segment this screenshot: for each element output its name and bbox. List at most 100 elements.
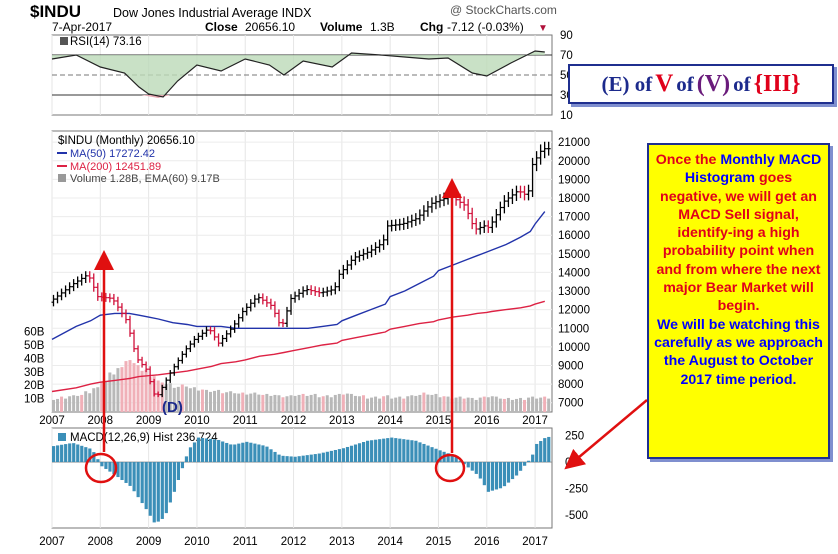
volume-tick-label: 60B bbox=[24, 327, 45, 339]
macd-hist-bar bbox=[361, 442, 366, 463]
x-tick-label-bottom: 2007 bbox=[39, 536, 65, 548]
price-series bbox=[51, 141, 551, 398]
macd-hist-bar bbox=[229, 444, 233, 463]
x-tick-label-bottom: 2011 bbox=[233, 536, 258, 548]
price-tick-label: 10000 bbox=[558, 342, 590, 354]
volume-bar bbox=[535, 398, 539, 412]
volume-bar bbox=[329, 397, 333, 412]
arrow-to-latest-macd bbox=[564, 399, 648, 470]
volume-bar bbox=[490, 396, 494, 412]
volume-bar bbox=[116, 368, 120, 412]
x-tick-label-bottom: 2015 bbox=[426, 536, 452, 548]
volume-bar bbox=[52, 399, 55, 412]
volume-bar bbox=[225, 392, 229, 412]
volume-tick-label: 30B bbox=[24, 367, 45, 379]
macd-hist-bar bbox=[68, 443, 72, 463]
price-axis: 21000 20000 19000 18000 17000 16000 15000 14000… bbox=[558, 137, 590, 410]
rsi-tick-label: 90 bbox=[560, 30, 573, 42]
macd-hist-bar bbox=[370, 440, 374, 463]
macd-hist-bar bbox=[486, 462, 490, 492]
macd-hist-bar bbox=[378, 439, 382, 463]
volume-bar bbox=[539, 397, 543, 412]
macd-hist-bar bbox=[144, 462, 148, 510]
volume-bar bbox=[104, 381, 108, 412]
volume-bar bbox=[309, 394, 313, 412]
volume-bar bbox=[422, 392, 426, 412]
macd-hist-bar bbox=[200, 438, 205, 463]
macd-hist-bar bbox=[176, 462, 180, 481]
volume-bar bbox=[402, 398, 406, 412]
volume-bar bbox=[96, 387, 100, 412]
price-tick-label: 7000 bbox=[558, 398, 584, 410]
volume-bar bbox=[498, 398, 502, 412]
x-tick-label-middle: 2011 bbox=[233, 415, 258, 427]
macd-hist-bar bbox=[204, 438, 209, 463]
close-value: 20656.10 bbox=[245, 20, 295, 34]
macd-hist-bar bbox=[474, 462, 478, 474]
macd-hist-bar bbox=[76, 444, 80, 463]
macd-hist-bar bbox=[80, 445, 84, 463]
volume-legend: Volume 1.28B, EMA(60) 9.17B bbox=[70, 173, 220, 185]
x-tick-label-middle: 2010 bbox=[184, 415, 210, 427]
macd-label: MACD(12,26,9) Hist 236.724 bbox=[70, 432, 218, 444]
volume-bar bbox=[253, 392, 257, 412]
macd-hist-bar bbox=[374, 439, 378, 463]
volume-bar bbox=[269, 395, 273, 412]
volume-bar bbox=[390, 398, 394, 412]
volume-tick-label: 10B bbox=[24, 394, 45, 406]
volume-bar bbox=[257, 394, 261, 412]
price-tick-label: 8000 bbox=[558, 379, 584, 391]
volume-bar bbox=[406, 396, 410, 412]
macd-hist-bar bbox=[543, 438, 547, 463]
macd-hist-bar bbox=[531, 454, 535, 463]
ma50-line bbox=[51, 211, 546, 341]
volume-bar bbox=[245, 394, 249, 412]
volume-bar bbox=[136, 365, 140, 412]
macd-hist-bar bbox=[394, 438, 398, 463]
price-tick-label: 12000 bbox=[558, 305, 590, 317]
macd-hist-bar bbox=[450, 454, 454, 463]
volume-bar bbox=[518, 397, 522, 412]
macd-hist-bar bbox=[269, 449, 273, 463]
x-tick-label-bottom: 2013 bbox=[329, 536, 355, 548]
volume-bar bbox=[120, 367, 124, 412]
x-axis-middle: 2007 2008 2009 2010 2011 2012 2013 2014 2015 2016… bbox=[39, 415, 548, 427]
volume-bar bbox=[112, 374, 116, 412]
volume-bar bbox=[345, 393, 349, 412]
wave-count-box: (E) of V of (V) of {III} bbox=[568, 64, 834, 104]
volume-bar bbox=[293, 395, 297, 412]
volume-bar bbox=[502, 398, 506, 412]
wave-d-marker: (D) bbox=[162, 399, 183, 416]
volume-bar bbox=[317, 397, 321, 412]
macd-hist-bar bbox=[422, 443, 426, 463]
volume-bar bbox=[184, 386, 188, 412]
macd-hist-bar bbox=[418, 442, 422, 463]
macd-circle-2015 bbox=[434, 453, 466, 483]
macd-hist-bar bbox=[128, 462, 132, 486]
macd-hist-bar bbox=[84, 447, 88, 463]
volume-bar bbox=[442, 396, 446, 412]
volume-bar bbox=[237, 393, 241, 412]
macd-hist-bar bbox=[64, 444, 68, 463]
volume-bar bbox=[301, 393, 305, 412]
volume-bar bbox=[462, 398, 466, 412]
chart-date: 7-Apr-2017 bbox=[52, 20, 112, 34]
macd-hist-bar bbox=[209, 438, 213, 463]
macd-hist-bar bbox=[337, 449, 342, 463]
x-tick-label-middle: 2015 bbox=[426, 415, 452, 427]
x-tick-label-bottom: 2008 bbox=[88, 536, 114, 548]
macd-hist-bar bbox=[257, 444, 261, 463]
macd-hist-bar bbox=[152, 462, 156, 523]
volume-bar bbox=[386, 395, 390, 412]
macd-hist-bar bbox=[52, 446, 56, 463]
price-tick-label: 9000 bbox=[558, 360, 584, 372]
volume-bar bbox=[378, 398, 382, 412]
macd-hist-bar bbox=[333, 449, 338, 463]
price-tick-label: 16000 bbox=[558, 230, 590, 242]
rsi-line bbox=[51, 50, 545, 98]
price-tick-label: 17000 bbox=[558, 212, 590, 224]
volume-bar bbox=[527, 397, 531, 412]
volume-bar bbox=[361, 395, 365, 412]
volume-bar bbox=[285, 396, 289, 412]
volume-bar bbox=[494, 396, 498, 412]
